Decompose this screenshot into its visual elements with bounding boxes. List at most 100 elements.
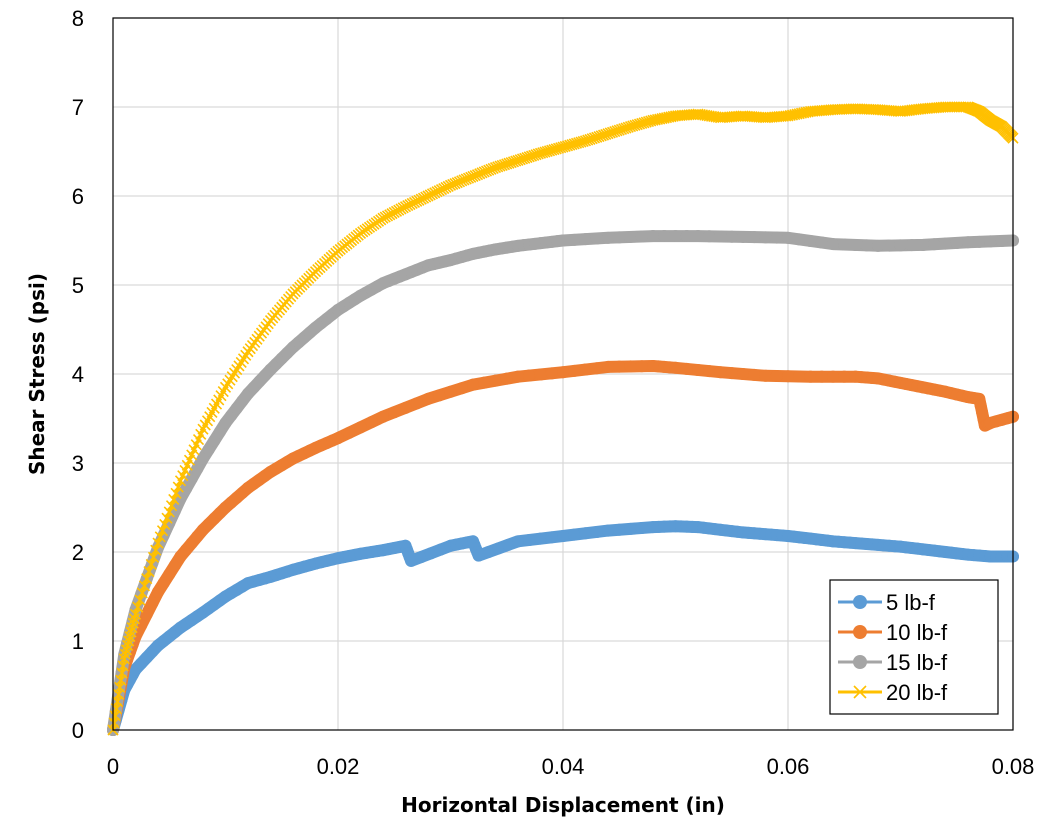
data-point xyxy=(789,108,801,121)
data-point xyxy=(838,238,851,251)
data-point xyxy=(782,370,794,383)
data-point xyxy=(613,231,626,244)
data-point xyxy=(500,372,513,385)
data-point xyxy=(165,500,178,512)
data-point xyxy=(602,360,614,373)
data-point xyxy=(482,546,495,558)
data-point xyxy=(399,401,412,414)
legend-marker xyxy=(853,685,867,699)
data-point xyxy=(405,554,418,567)
data-point xyxy=(984,235,997,248)
data-point xyxy=(213,425,226,438)
data-point xyxy=(725,230,738,243)
data-point xyxy=(159,518,171,530)
legend-item: 5 lb-f xyxy=(838,590,936,615)
data-point xyxy=(759,231,772,244)
data-point xyxy=(703,230,716,243)
y-tick-label: 5 xyxy=(72,273,84,298)
data-point xyxy=(602,524,614,537)
data-point xyxy=(168,559,181,572)
y-tick-label: 3 xyxy=(72,451,84,476)
data-point xyxy=(523,533,536,546)
legend-item: 20 lb-f xyxy=(838,680,948,705)
data-point xyxy=(669,361,682,374)
legend-item: 15 lb-f xyxy=(838,650,948,675)
data-point xyxy=(141,573,153,585)
data-point xyxy=(191,462,204,475)
data-point xyxy=(152,586,164,599)
data-point xyxy=(660,112,673,124)
data-point xyxy=(692,230,704,243)
data-point xyxy=(795,107,808,119)
data-point xyxy=(883,239,896,252)
data-point xyxy=(332,432,344,445)
data-point xyxy=(624,230,637,243)
data-point xyxy=(512,370,524,383)
data-point xyxy=(714,366,727,379)
plot-area-border xyxy=(112,17,1014,731)
data-point xyxy=(145,558,157,571)
data-point xyxy=(172,481,184,493)
y-tick-label: 8 xyxy=(72,6,84,31)
data-point xyxy=(590,362,603,375)
data-point xyxy=(602,231,614,244)
data-point xyxy=(962,236,974,249)
data-point xyxy=(557,529,569,542)
series-3 xyxy=(107,230,1019,736)
data-point xyxy=(150,544,162,556)
data-point xyxy=(793,108,805,120)
data-point xyxy=(680,362,693,375)
data-point xyxy=(714,230,727,243)
data-series xyxy=(107,101,1019,736)
y-tick-label: 0 xyxy=(72,718,84,743)
data-point xyxy=(129,608,142,620)
data-point xyxy=(434,543,447,556)
data-point xyxy=(579,233,592,246)
x-axis-title: Horizontal Displacement (in) xyxy=(401,793,725,817)
legend-label: 5 lb-f xyxy=(886,590,936,615)
data-point xyxy=(512,535,524,548)
data-point xyxy=(444,385,457,398)
data-point xyxy=(995,234,1008,247)
data-point xyxy=(579,527,592,540)
data-point xyxy=(905,239,918,252)
data-point xyxy=(534,532,547,545)
data-point xyxy=(557,234,569,247)
data-point xyxy=(161,512,173,524)
legend-label: 10 lb-f xyxy=(886,620,948,645)
data-point xyxy=(467,378,479,391)
y-axis-title: Shear Stress (psi) xyxy=(25,273,49,475)
data-point xyxy=(492,542,505,555)
data-point xyxy=(798,107,810,119)
data-point xyxy=(658,112,670,124)
y-tick-label: 1 xyxy=(72,629,84,654)
data-point xyxy=(422,392,434,405)
data-point xyxy=(354,421,367,434)
data-point xyxy=(928,238,941,251)
data-point xyxy=(815,236,828,249)
data-point xyxy=(152,537,164,549)
data-point xyxy=(163,568,176,581)
data-point xyxy=(770,231,783,244)
data-point xyxy=(156,525,169,537)
data-point xyxy=(590,525,603,538)
tick-labels: 0 1 2 3 4 5 6 7 8 0 0.02 0.04 0.06 0.08 xyxy=(72,6,1035,779)
series-2 xyxy=(107,359,1019,736)
data-point xyxy=(654,113,666,125)
data-point xyxy=(782,231,794,244)
data-point xyxy=(138,580,151,592)
data-point xyxy=(132,601,144,613)
data-point xyxy=(613,523,626,536)
data-point xyxy=(410,397,423,410)
data-point xyxy=(635,360,648,373)
legend: 5 lb-f 10 lb-f 15 lb-f 20 lb-f xyxy=(829,579,999,715)
data-point xyxy=(557,366,569,379)
data-point xyxy=(590,232,603,245)
legend-label: 15 lb-f xyxy=(886,650,948,675)
data-point xyxy=(692,363,704,376)
data-point xyxy=(804,370,817,383)
data-point xyxy=(663,111,675,123)
data-point xyxy=(502,538,515,551)
data-point xyxy=(647,114,659,126)
data-point xyxy=(343,426,356,439)
